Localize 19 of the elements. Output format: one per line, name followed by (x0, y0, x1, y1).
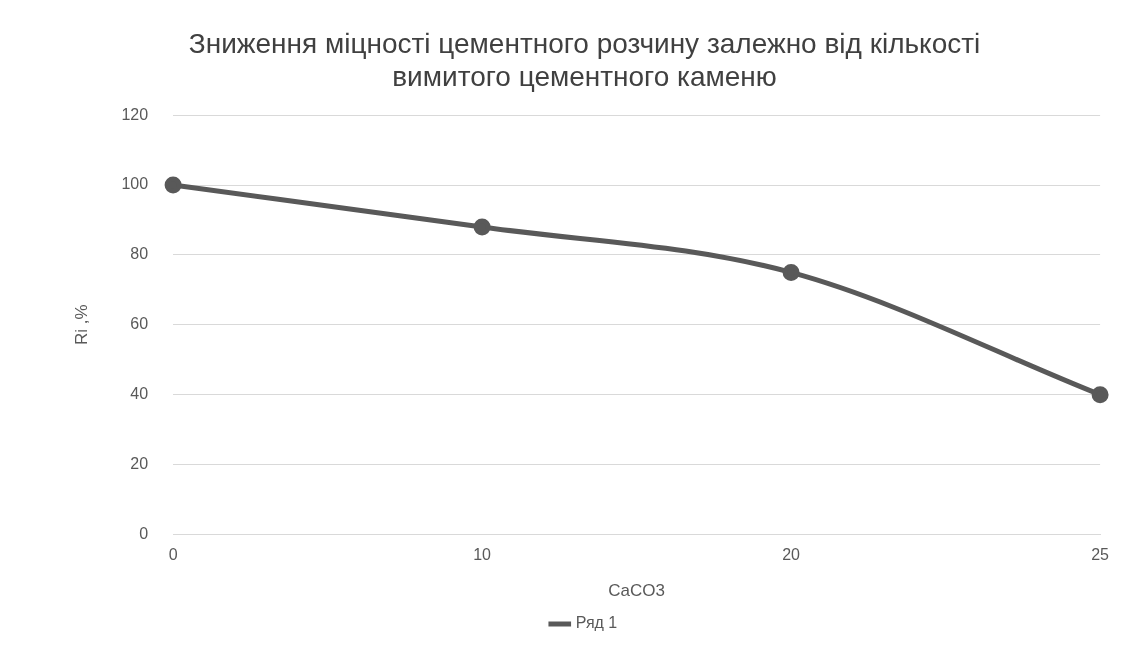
x-tick-label: 0 (168, 546, 178, 564)
point (473, 218, 491, 236)
y-tick-label: 40 (130, 385, 149, 403)
x-axis-title: CaCO3 (608, 581, 665, 601)
point (1091, 386, 1109, 404)
y-axis-title: Ri ,% (71, 304, 91, 346)
chart-title: Зниження міцності цементного розчину залежно від кількості вимитого цементного каменю (188, 27, 981, 93)
y-tick-label: 100 (121, 175, 149, 193)
y-tick-label: 80 (130, 245, 149, 263)
point (782, 263, 800, 281)
y-tick-label: 60 (130, 315, 149, 333)
legend-label: Ряд 1 (575, 614, 618, 632)
x-tick-label: 20 (782, 546, 801, 564)
x-tick-label: 25 (1091, 546, 1110, 564)
x-tick-label: 10 (473, 546, 492, 564)
y-tick-label: 120 (121, 105, 149, 123)
point (164, 176, 182, 194)
y-tick-label: 20 (130, 454, 149, 472)
y-tick-label: 0 (139, 524, 149, 542)
